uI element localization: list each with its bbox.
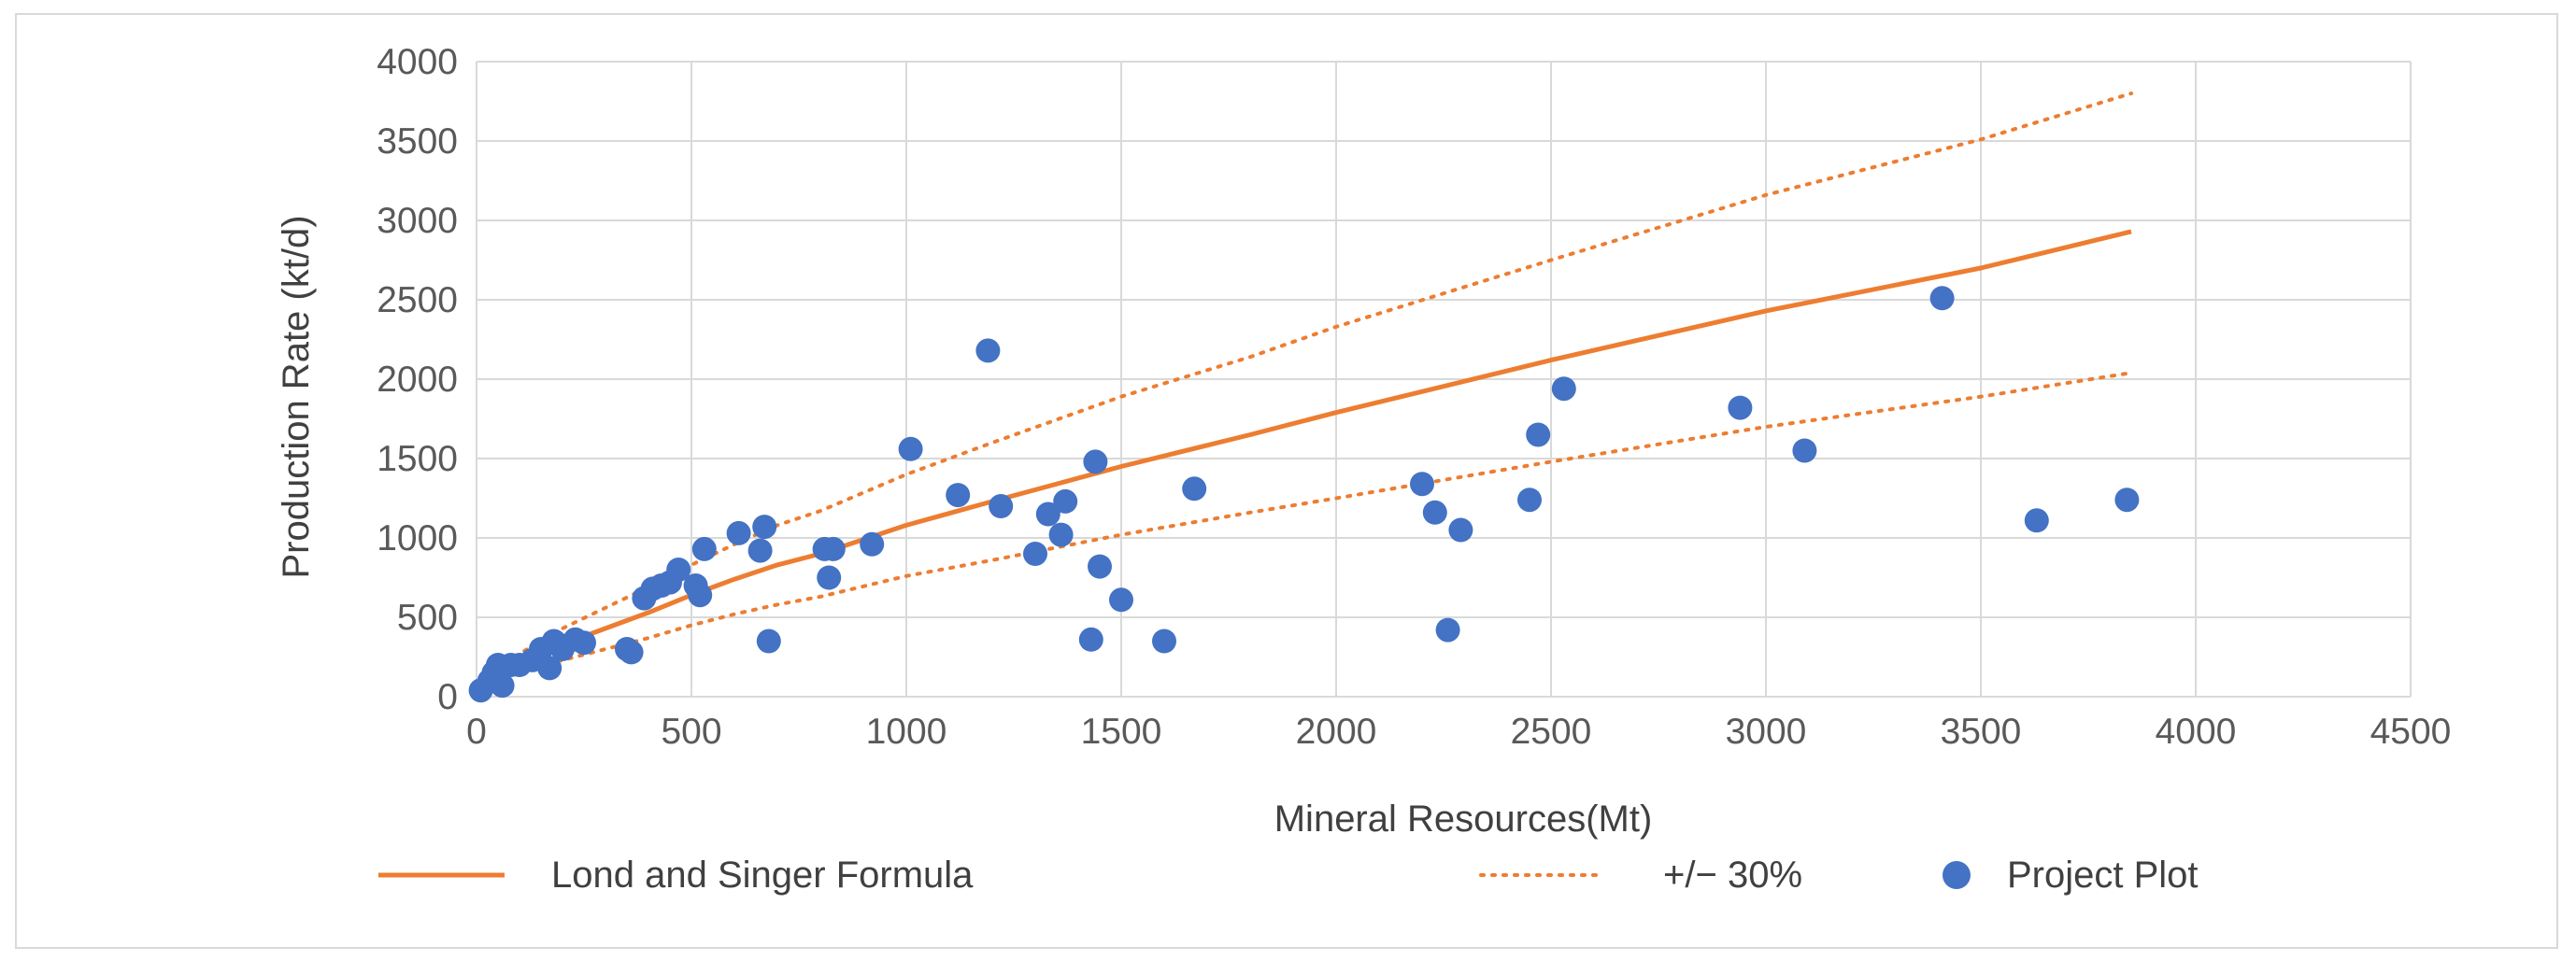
project-point bbox=[1023, 542, 1047, 566]
x-tick-label: 3500 bbox=[1941, 712, 2022, 752]
project-point bbox=[1048, 522, 1074, 547]
x-tick-label: 2500 bbox=[1511, 712, 1592, 752]
chart-frame bbox=[15, 13, 2558, 949]
y-tick-label: 1500 bbox=[377, 439, 458, 479]
project-point bbox=[1448, 517, 1473, 543]
project-point bbox=[756, 629, 781, 654]
formula-line bbox=[475, 229, 2132, 699]
legend-item-points: Project Plot bbox=[1943, 855, 2199, 896]
project-point bbox=[1929, 286, 1955, 311]
project-point bbox=[2114, 488, 2140, 513]
series-layer bbox=[475, 92, 2133, 699]
project-point bbox=[666, 558, 691, 582]
project-point bbox=[860, 531, 885, 557]
project-point bbox=[1088, 554, 1112, 579]
x-tick-label: 4500 bbox=[2370, 712, 2452, 752]
x-axis-title: Mineral Resources(Mt) bbox=[1274, 798, 1653, 840]
y-tick-label: 3000 bbox=[377, 201, 458, 241]
legend-item-formula: Lond and Singer Formula bbox=[378, 855, 974, 896]
project-point bbox=[1083, 449, 1108, 474]
scatter-points bbox=[468, 286, 2140, 703]
legend-label-points: Project Plot bbox=[2007, 855, 2199, 896]
x-tick-label: 1500 bbox=[1081, 712, 1162, 752]
y-axis-title: Production Rate (kt/d) bbox=[276, 215, 317, 578]
y-tick-label: 2500 bbox=[377, 280, 458, 320]
x-tick-label: 1000 bbox=[866, 712, 947, 752]
project-point bbox=[946, 483, 971, 508]
project-point bbox=[1422, 500, 1447, 525]
legend-swatch-points bbox=[1943, 861, 1971, 889]
y-tick-label: 0 bbox=[437, 677, 458, 717]
project-point bbox=[691, 536, 717, 561]
x-tick-label: 0 bbox=[466, 712, 487, 752]
project-point bbox=[1551, 376, 1576, 402]
project-point bbox=[1410, 472, 1434, 497]
project-point bbox=[820, 536, 846, 561]
project-point bbox=[1792, 438, 1817, 463]
project-point bbox=[490, 673, 515, 699]
project-point bbox=[1152, 629, 1176, 654]
project-point bbox=[1182, 476, 1207, 502]
project-point bbox=[1035, 502, 1060, 527]
band-upper-line bbox=[475, 92, 2133, 699]
legend-label-formula: Lond and Singer Formula bbox=[551, 855, 974, 896]
project-point bbox=[688, 583, 713, 608]
project-point bbox=[1078, 627, 1103, 652]
horizontal-gridlines bbox=[477, 61, 2411, 698]
legend-label-band: +/− 30% bbox=[1663, 855, 1802, 896]
project-point bbox=[1526, 422, 1551, 447]
project-point bbox=[898, 436, 923, 461]
project-point bbox=[1109, 587, 1133, 613]
project-point bbox=[619, 640, 644, 665]
project-point bbox=[989, 494, 1014, 518]
y-tick-label: 4000 bbox=[377, 42, 458, 82]
project-point bbox=[537, 656, 562, 681]
x-tick-label: 4000 bbox=[2156, 712, 2237, 752]
legend-item-band: +/− 30% bbox=[1479, 855, 1802, 896]
y-tick-label: 1000 bbox=[377, 518, 458, 558]
legend: Lond and Singer Formula +/− 30% Project … bbox=[378, 855, 2199, 896]
project-point bbox=[2024, 508, 2049, 533]
project-point bbox=[1728, 395, 1753, 420]
project-point bbox=[726, 520, 751, 545]
x-axis-tick-labels: 0 500 1000 1500 2000 2500 3000 3500 4000 4500 bbox=[466, 712, 2451, 752]
x-tick-label: 2000 bbox=[1296, 712, 1377, 752]
project-point bbox=[752, 515, 777, 540]
y-tick-label: 500 bbox=[397, 598, 458, 638]
project-point bbox=[747, 538, 773, 563]
project-point bbox=[572, 630, 596, 656]
x-tick-label: 500 bbox=[661, 712, 721, 752]
project-point bbox=[1435, 617, 1460, 643]
y-tick-label: 2000 bbox=[377, 360, 458, 400]
project-point bbox=[1517, 488, 1542, 513]
y-tick-label: 3500 bbox=[377, 121, 458, 162]
band-lower-line bbox=[475, 371, 2133, 699]
project-point bbox=[1053, 488, 1078, 514]
project-point bbox=[975, 338, 1001, 363]
x-tick-label: 3000 bbox=[1726, 712, 1807, 752]
project-point bbox=[817, 565, 842, 590]
y-axis-tick-labels: 0 500 1000 1500 2000 2500 3000 3500 4000 bbox=[377, 42, 458, 717]
